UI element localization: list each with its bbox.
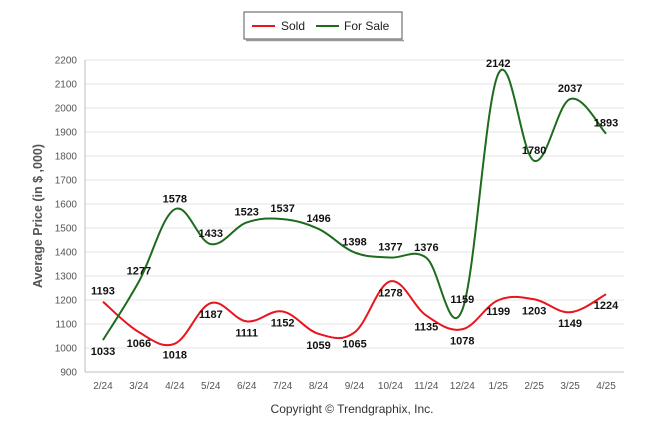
data-label: 1224 (594, 300, 619, 312)
data-label: 1376 (414, 242, 438, 254)
data-label: 1537 (270, 203, 294, 215)
axes: 900 1000 1100 1200 1300 1400 1500 1600 1700 1800 1… (55, 56, 624, 392)
data-label: 1203 (522, 305, 546, 317)
data-label: 1278 (378, 287, 402, 299)
y-tick-label: 1100 (55, 320, 77, 331)
data-label: 1193 (91, 286, 115, 298)
data-label: 1078 (450, 335, 474, 347)
data-label: 1159 (450, 294, 474, 306)
x-tick-label: 6/24 (237, 381, 257, 392)
y-tick-label: 1500 (55, 224, 78, 235)
data-label: 1066 (127, 338, 151, 350)
data-label: 1149 (558, 318, 582, 330)
copyright-credit: Copyright © Trendgraphix, Inc. (271, 402, 434, 416)
data-label: 1398 (342, 236, 366, 248)
x-tick-label: 8/24 (309, 381, 329, 392)
data-label: 1111 (235, 327, 258, 339)
data-label: 1065 (342, 338, 366, 350)
gridlines (85, 59, 624, 373)
data-label: 1578 (163, 193, 187, 205)
x-tick-label: 2/24 (93, 381, 113, 392)
data-label: 2142 (486, 58, 510, 70)
legend-label-for-sale: For Sale (344, 19, 390, 33)
data-label: 1496 (306, 213, 330, 225)
x-tick-label: 5/24 (201, 381, 221, 392)
x-tick-label: 11/24 (414, 381, 439, 392)
y-axis-label: Average Price (in $ ,000) (31, 144, 45, 288)
x-tick-label: 12/24 (450, 381, 475, 392)
data-label: 1893 (594, 118, 618, 130)
x-tick-label: 4/24 (165, 381, 185, 392)
y-tick-label: 1400 (55, 248, 78, 259)
data-label: 1187 (199, 309, 223, 321)
data-label: 1059 (306, 340, 330, 352)
y-tick-label: 1800 (55, 152, 78, 163)
x-tick-label: 3/24 (129, 381, 149, 392)
data-label: 1135 (414, 322, 438, 334)
series-line-for-sale (102, 69, 607, 341)
data-label: 1780 (522, 145, 546, 157)
y-tick-label: 1000 (55, 344, 78, 355)
data-labels: 1193 1066 1018 1187 1111 1152 1059 1065 1278 1135… (91, 58, 619, 362)
data-label: 2037 (558, 83, 582, 95)
x-tick-label: 1/25 (488, 381, 508, 392)
y-tick-label: 2100 (55, 80, 78, 91)
data-label: 1152 (271, 318, 295, 330)
y-tick-label: 1300 (55, 272, 78, 283)
y-tick-label: 1600 (55, 200, 78, 211)
series-lines (102, 69, 607, 347)
y-tick-label: 2000 (55, 104, 78, 115)
y-tick-label: 2200 (55, 56, 78, 67)
y-tick-label: 900 (60, 368, 77, 379)
x-tick-label: 7/24 (273, 381, 293, 392)
y-tick-label: 1700 (55, 176, 78, 187)
y-tick-label: 1900 (55, 128, 78, 139)
x-tick-label: 10/24 (378, 381, 403, 392)
data-label: 1033 (91, 346, 115, 358)
data-label: 1433 (199, 228, 223, 240)
data-label: 1523 (234, 206, 258, 218)
series-line-sold (102, 280, 607, 347)
data-label: 1277 (127, 266, 151, 278)
legend-label-sold: Sold (281, 19, 305, 33)
x-tick-label: 3/25 (560, 381, 580, 392)
y-tick-label: 1200 (55, 296, 78, 307)
data-label: 1377 (378, 242, 402, 254)
data-label: 1018 (163, 350, 187, 362)
legend: Sold For Sale (243, 11, 404, 42)
x-tick-label: 2/25 (524, 381, 544, 392)
x-tick-label: 9/24 (345, 381, 365, 392)
data-label: 1199 (486, 306, 510, 318)
x-tick-label: 4/25 (596, 381, 616, 392)
